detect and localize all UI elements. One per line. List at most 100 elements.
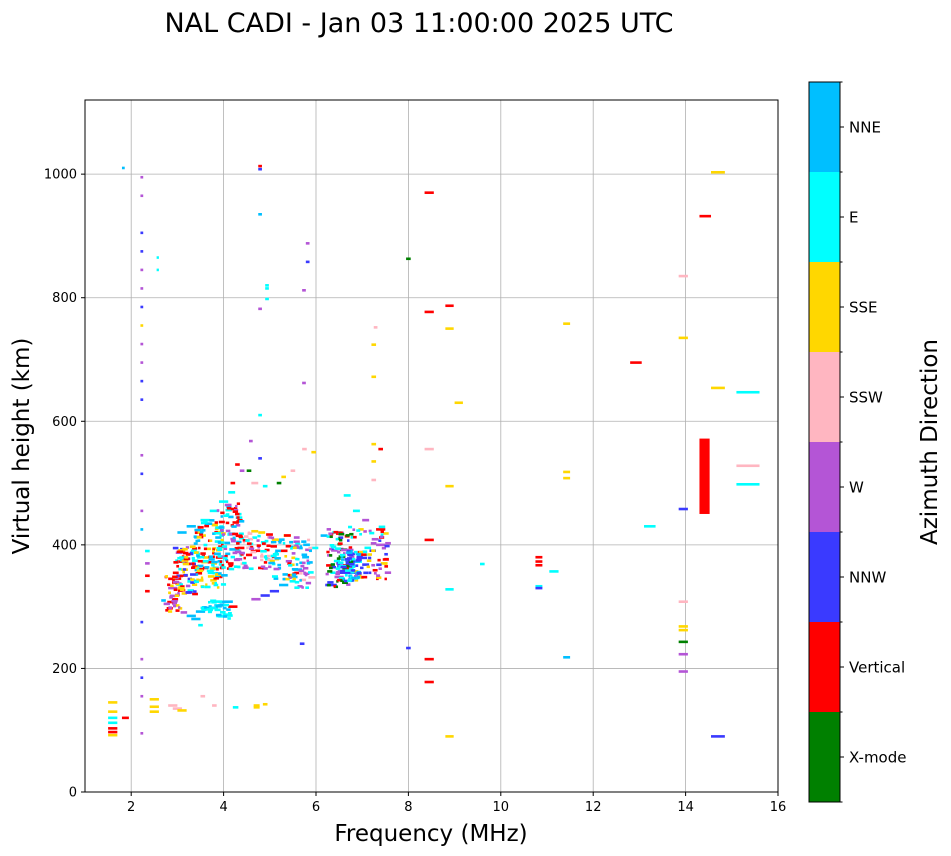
- echo-segment: [297, 585, 303, 588]
- echo-segment: [140, 732, 144, 735]
- echo-segment: [350, 571, 355, 574]
- echo-segment: [289, 540, 294, 544]
- echo-segment: [349, 549, 353, 553]
- echo-segment: [335, 537, 339, 541]
- echo-segment: [334, 547, 341, 550]
- echo-segment: [238, 532, 244, 536]
- echo-segment: [201, 553, 205, 557]
- echo-segment: [266, 544, 271, 547]
- chart-title: NAL CADI - Jan 03 11:00:00 2025 UTC: [164, 8, 673, 39]
- echo-segment: [227, 562, 234, 565]
- echo-segment: [200, 578, 204, 582]
- echo-segment: [347, 539, 350, 542]
- echo-segment: [308, 561, 313, 564]
- echo-segment: [214, 552, 221, 556]
- echo-segment: [678, 628, 688, 632]
- echo-segment: [203, 543, 208, 547]
- echo-segment: [180, 588, 185, 592]
- y-tick-label: 600: [52, 415, 77, 430]
- colorbar-tick-label: W: [849, 479, 864, 497]
- echo-segment: [140, 175, 144, 179]
- echo-segment: [228, 567, 235, 571]
- echo-segment: [271, 575, 278, 578]
- plot-area: 2 4 6 8 10 12 14 16 0 200 400 600 800 1000: [44, 99, 786, 815]
- echo-segment: [193, 590, 197, 593]
- echo-segment: [233, 558, 240, 562]
- echo-segment: [678, 652, 688, 656]
- echo-segment: [242, 561, 247, 565]
- echo-segment: [320, 534, 328, 537]
- echo-segment: [228, 563, 234, 567]
- echo-segment: [213, 577, 220, 580]
- echo-segment: [326, 564, 333, 567]
- echo-segment: [221, 566, 226, 569]
- echo-segment: [174, 594, 180, 598]
- echo-segment: [302, 447, 307, 451]
- colorbar-tick-label: Vertical: [849, 659, 905, 677]
- echo-segment: [445, 327, 454, 330]
- echo-segment: [295, 563, 299, 566]
- colorbar: X-mode Vertical NNW W SSW SSE E NNE: [808, 81, 906, 803]
- echo-segment: [326, 550, 330, 554]
- echo-segment: [232, 706, 239, 709]
- echo-segment: [549, 570, 559, 573]
- echo-segment: [221, 545, 228, 548]
- echo-segment: [288, 564, 293, 567]
- echo-segment: [355, 559, 361, 562]
- echo-segment: [236, 540, 242, 544]
- echo-segment: [283, 534, 291, 537]
- echo-segment: [190, 573, 197, 576]
- echo-segment: [264, 548, 270, 552]
- echo-segment: [225, 552, 231, 556]
- echo-segment: [258, 307, 262, 311]
- echo-segment: [371, 375, 377, 379]
- echo-segment: [384, 565, 389, 568]
- echo-segment: [563, 470, 571, 474]
- echo-segment: [228, 605, 238, 608]
- echo-segment: [211, 563, 215, 567]
- echo-segment: [277, 563, 282, 567]
- echo-segment: [140, 305, 144, 309]
- echo-segment: [235, 512, 240, 516]
- echo-segment: [237, 565, 241, 569]
- echo-segment: [338, 564, 341, 568]
- echo-segment: [200, 606, 205, 610]
- colorbar-tick-label: NNW: [849, 569, 886, 587]
- echo-segment: [339, 571, 345, 574]
- echo-segment: [149, 698, 159, 701]
- echo-segment: [221, 533, 226, 536]
- echo-segment: [334, 575, 344, 579]
- echo-segment: [293, 536, 300, 539]
- echo-segment: [258, 164, 262, 168]
- echo-segment: [678, 670, 688, 673]
- echo-segment: [348, 562, 355, 566]
- echo-segment: [346, 583, 351, 586]
- echo-segment: [176, 574, 183, 578]
- echo-segment: [303, 543, 310, 547]
- echo-segment: [296, 546, 300, 549]
- echo-segment: [165, 609, 169, 612]
- echo-segment: [349, 532, 354, 536]
- echo-segment: [212, 551, 216, 555]
- echo-segment: [246, 542, 252, 545]
- echo-segment: [199, 530, 204, 534]
- echo-segment: [108, 701, 118, 704]
- echo-segment: [149, 705, 159, 709]
- echo-segment: [298, 572, 303, 575]
- echo-segment: [203, 521, 208, 524]
- echo-segment: [291, 556, 296, 560]
- x-tick-label: 16: [770, 800, 787, 815]
- echo-segment: [189, 578, 195, 581]
- echo-segment: [711, 386, 725, 390]
- echo-segment: [108, 727, 118, 730]
- echo-segment: [373, 326, 378, 329]
- echo-segment: [268, 561, 275, 565]
- echo-segment: [299, 642, 305, 646]
- echo-segment: [140, 287, 144, 290]
- x-axis-ticks: 2 4 6 8 10 12 14 16: [127, 792, 786, 815]
- echo-segment: [190, 581, 195, 584]
- echo-segment: [424, 447, 434, 451]
- echo-segment: [187, 562, 191, 566]
- echo-segment: [167, 600, 174, 604]
- echo-segment: [711, 735, 725, 738]
